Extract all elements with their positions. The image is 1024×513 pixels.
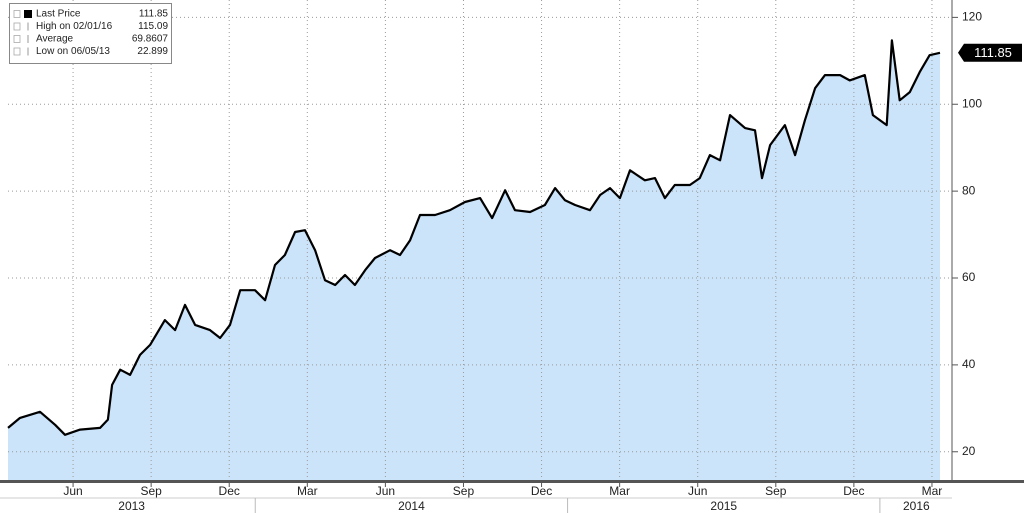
y-tick-label: 100 bbox=[962, 96, 982, 110]
legend-check bbox=[13, 35, 21, 43]
area-fill bbox=[8, 40, 940, 481]
x-axis-bar bbox=[0, 480, 1024, 483]
legend-value: 115.09 bbox=[138, 21, 168, 32]
legend-check bbox=[13, 47, 21, 56]
legend-check bbox=[13, 22, 21, 31]
x-tick-label: Mar bbox=[609, 484, 630, 498]
legend-box bbox=[9, 3, 172, 64]
price-line bbox=[7, 39, 941, 436]
x-tick-label: Dec bbox=[219, 484, 240, 498]
x-tick-label: Jun bbox=[63, 484, 82, 498]
legend-label: Average bbox=[36, 34, 74, 45]
year-label: 2013 bbox=[118, 499, 145, 513]
y-tick-label: 20 bbox=[962, 444, 976, 458]
y-tick-label: 80 bbox=[962, 183, 976, 197]
legend-label: Last Price bbox=[36, 9, 81, 20]
x-tick-label: Sep bbox=[765, 484, 787, 498]
legend-value: 111.85 bbox=[139, 9, 169, 20]
legend-swatch bbox=[24, 10, 32, 18]
x-tick-label: Mar bbox=[922, 484, 943, 498]
price-tag bbox=[958, 43, 1022, 62]
year-label: 2014 bbox=[398, 499, 425, 513]
y-tick-label: 120 bbox=[962, 10, 982, 24]
y-tick-label: 40 bbox=[962, 357, 976, 371]
legend-label: High on 02/01/16 bbox=[36, 21, 113, 32]
y-tick-label: 60 bbox=[962, 270, 976, 284]
x-tick-label: Sep bbox=[453, 484, 475, 498]
x-tick-label: Dec bbox=[843, 484, 864, 498]
x-tick-label: Jun bbox=[688, 484, 707, 498]
x-tick-label: Jun bbox=[376, 484, 395, 498]
x-tick-label: Sep bbox=[140, 484, 162, 498]
legend-label: Low on 06/05/13 bbox=[36, 46, 110, 57]
x-tick-label: Mar bbox=[297, 484, 318, 498]
year-label: 2016 bbox=[903, 499, 930, 513]
price-tag-label: 111.85 bbox=[974, 45, 1012, 60]
legend-value: 22.899 bbox=[137, 46, 168, 57]
legend-check bbox=[13, 10, 21, 18]
legend-value: 69.8607 bbox=[132, 34, 169, 45]
year-label: 2015 bbox=[710, 499, 737, 513]
x-tick-label: Dec bbox=[531, 484, 552, 498]
